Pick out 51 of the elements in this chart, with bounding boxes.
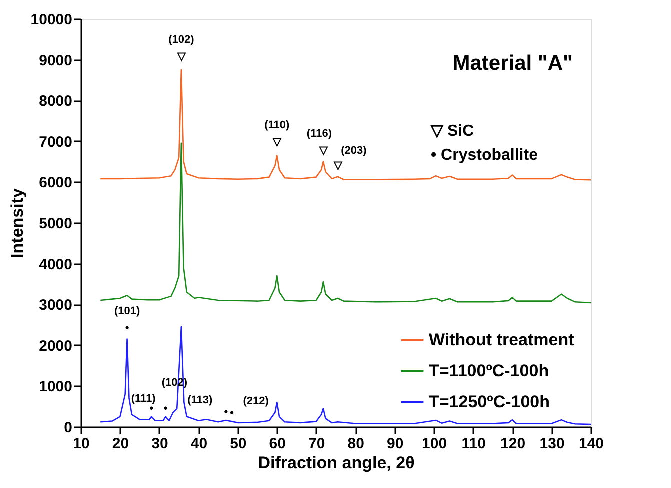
x-tick-label: 140 bbox=[578, 436, 604, 452]
annotation: • bbox=[164, 402, 168, 415]
text: Material "A" bbox=[452, 52, 573, 75]
x-tick-label: 50 bbox=[230, 436, 247, 452]
x-tick-label: 70 bbox=[308, 436, 326, 452]
annotation: (203) bbox=[341, 144, 368, 157]
y-tick-label: 10000 bbox=[30, 12, 72, 28]
y-tick-label: 2000 bbox=[39, 338, 72, 355]
x-tick-label: 30 bbox=[152, 436, 168, 452]
annotation: (212) bbox=[243, 396, 270, 408]
x-tick-label: 110 bbox=[462, 436, 486, 452]
y-tick-label: 1000 bbox=[39, 378, 72, 396]
x-tick-label: 100 bbox=[422, 436, 448, 452]
annotation: (101) bbox=[114, 305, 140, 318]
annotation: • bbox=[230, 408, 234, 420]
legend-label: T=1100ºC-100h bbox=[429, 362, 550, 380]
y-tick-label: 3000 bbox=[39, 297, 72, 314]
annotation: (113) bbox=[188, 394, 214, 406]
annotation: (116) bbox=[306, 128, 332, 140]
annotation: ▽ bbox=[332, 160, 343, 172]
line-series bbox=[100, 326, 592, 426]
x-axis-title: Difraction angle, 2θ bbox=[258, 454, 415, 472]
x-tick-label: 80 bbox=[348, 436, 364, 452]
legend-label: T=1250ºC-100h bbox=[429, 392, 550, 412]
annotation: ▽ SiC bbox=[430, 123, 475, 140]
annotation: • bbox=[224, 406, 228, 418]
y-tick-label: 8000 bbox=[39, 93, 72, 110]
x-tick-label: 90 bbox=[387, 436, 404, 452]
x-tick-label: 60 bbox=[269, 436, 286, 452]
annotation: ▽ bbox=[176, 51, 186, 63]
y-tick-label: 0 bbox=[64, 420, 72, 436]
annotation: ▽ bbox=[272, 136, 282, 149]
y-tick-label: 4000 bbox=[39, 256, 72, 274]
x-tick-label: 20 bbox=[112, 436, 130, 452]
y-tick-label: 5000 bbox=[39, 216, 72, 232]
x-tick-label: 40 bbox=[190, 436, 208, 452]
y-tick-label: 7000 bbox=[39, 134, 72, 151]
annotation: (110) bbox=[264, 120, 290, 132]
annotation: (111) bbox=[131, 392, 156, 405]
annotation: (102) bbox=[168, 34, 195, 46]
line-series bbox=[100, 69, 592, 181]
annotation: • Crystoballite bbox=[431, 147, 538, 164]
y-tick-label: 9000 bbox=[39, 52, 72, 70]
x-tick-label: 130 bbox=[540, 436, 565, 452]
annotation: • bbox=[125, 322, 130, 334]
annotation: ▽ bbox=[318, 144, 328, 157]
legend-label: Without treatment bbox=[429, 330, 575, 350]
y-tick-label: 6000 bbox=[39, 174, 72, 192]
x-tick-label: 10 bbox=[73, 436, 90, 452]
x-tick-label: 120 bbox=[500, 436, 526, 452]
y-axis-title: Intensity bbox=[8, 188, 27, 258]
